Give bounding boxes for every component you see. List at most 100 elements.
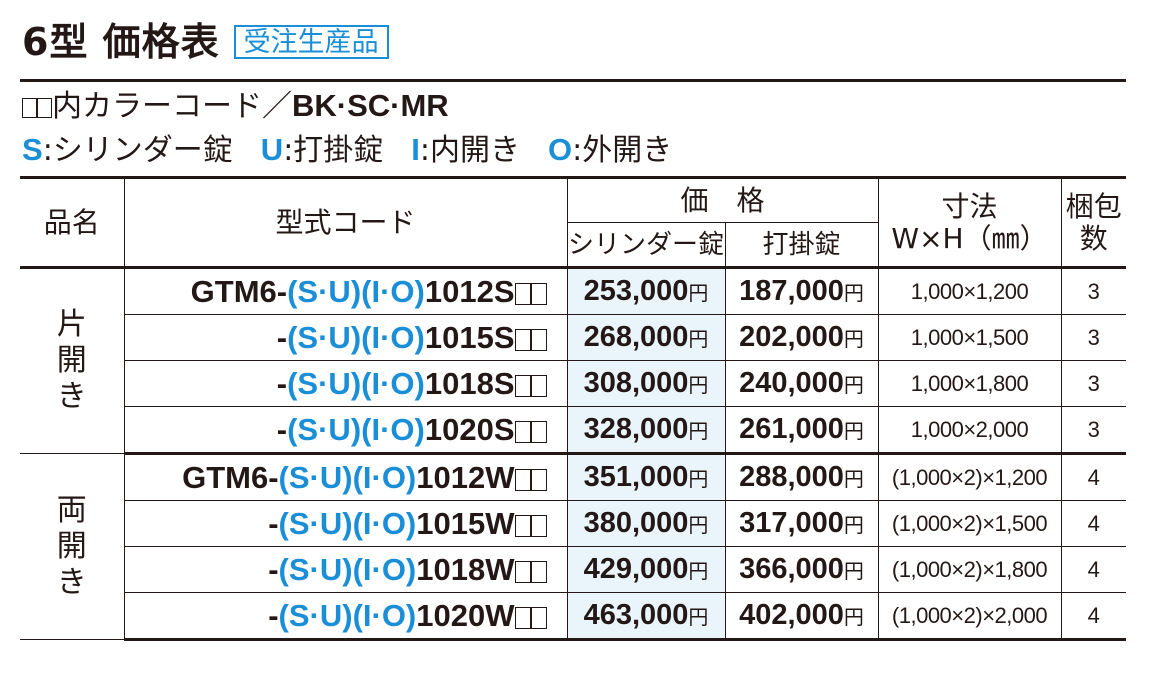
yen-unit: 円 [843,419,864,443]
yen-unit: 円 [843,605,864,629]
price-cylinder: 268,000 [583,321,689,353]
price-latch: 366,000 [739,553,844,585]
open-mode-code: (S·U) [278,505,353,541]
pack-count-cell: 3 [1060,406,1127,455]
header-name: 品名 [20,176,124,269]
placeholder-box-icon [530,606,547,629]
model-prefix: - [276,319,288,355]
placeholder-box-icon [530,420,547,443]
yen-unit: 円 [688,373,709,397]
price-cylinder: 463,000 [583,599,689,631]
price-cylinder: 308,000 [583,367,689,399]
size-code: 1012S [424,273,515,309]
placeholder-box-icon [514,468,531,491]
open-mode-code: (S·U) [278,551,353,587]
price-cylinder: 253,000 [583,275,689,307]
header-pack-top: 梱包 [1065,189,1122,223]
legend-key: U [260,132,284,167]
header-size: 寸法 W×H（㎜） [877,176,1062,269]
price-latch: 288,000 [739,461,844,493]
legend-label: :シリンダー錠 [42,133,233,168]
model-prefix: - [276,411,288,447]
table-row: -(S·U)(I·O)1020S 328,000円 261,000円 1,000×2,… [20,406,1127,455]
yen-unit: 円 [688,467,709,491]
price-cylinder-cell: 328,000円 [566,406,725,455]
dimensions-cell: (1,000×2)×2,000 [877,592,1062,641]
size-code: 1018W [416,551,515,587]
placeholder-box-icon [530,468,547,491]
pack-count-cell: 4 [1060,592,1127,641]
yen-unit: 円 [688,513,709,537]
title-text: 6型 価格表 [22,20,220,64]
table-row: -(S·U)(I·O)1018S 308,000円 240,000円 1,000×1,… [20,360,1127,407]
swing-code: (I·O) [352,597,417,633]
price-latch-cell: 402,000円 [724,592,879,641]
model-code-cell: GTM6-(S·U)(I·O)1012W [123,453,567,501]
price-cylinder-cell: 463,000円 [566,592,725,641]
price-latch-cell: 261,000円 [724,406,879,455]
yen-unit: 円 [688,419,709,443]
price-cylinder-cell: 429,000円 [566,546,725,593]
price-table: 品名 型式コード 価 格 寸法 W×H（㎜） 梱包 数 シリンダー錠 打掛錠 片… [20,176,1127,641]
yen-unit: 円 [843,513,864,537]
model-prefix: GTM6- [190,273,288,309]
placeholder-box-icon [530,514,547,537]
placeholder-box-icon [514,328,531,351]
price-cylinder: 380,000 [583,507,689,539]
yen-unit: 円 [688,281,709,305]
model-code-cell: -(S·U)(I·O)1018S [123,360,567,407]
group-name: 片開き [56,307,87,414]
price-cylinder-cell: 351,000円 [566,453,725,501]
swing-code: (I·O) [352,505,417,541]
swing-code: (I·O) [361,365,425,401]
dimensions-cell: (1,000×2)×1,800 [877,546,1062,593]
open-mode-code: (S·U) [287,273,362,309]
placeholder-box-icon [514,374,531,397]
table-body: 片開き GTM6-(S·U)(I·O)1012S 253,000円 187,000円 1… [20,267,1127,641]
title-divider [20,79,1126,82]
dimensions-cell: 1,000×1,500 [877,314,1062,361]
placeholder-box-icon [530,374,547,397]
size-code: 1012W [416,459,515,495]
legend-label: :外開き [572,133,673,168]
placeholder-box-icon [514,560,531,583]
price-cylinder-cell: 253,000円 [566,267,725,315]
price-latch: 261,000 [739,413,844,445]
group-name: 両開き [56,492,87,600]
legend-label: :打掛錠 [283,133,384,168]
pack-count-cell: 4 [1060,453,1127,501]
price-cylinder-cell: 308,000円 [566,360,725,407]
pack-count-cell: 3 [1060,267,1127,315]
yen-unit: 円 [843,281,864,305]
yen-unit: 円 [843,559,864,583]
placeholder-box-icon [514,606,531,629]
header-price: 価 格 [566,176,879,223]
price-cylinder: 328,000 [583,413,689,445]
table-row: 両開き GTM6-(S·U)(I·O)1012W 351,000円 288,000円(… [20,453,1127,640]
pack-count-cell: 3 [1060,360,1127,407]
size-code: 1015W [416,505,515,541]
legend-label: :内開き [419,133,521,168]
color-codes: BK·SC·MR [292,88,449,123]
price-latch-cell: 366,000円 [724,546,879,593]
price-latch-cell: 202,000円 [724,314,879,361]
placeholder-box-icon [514,514,531,537]
color-code-line: 内カラーコード／BK·SC·MR [22,86,449,127]
pack-count-cell: 4 [1060,546,1127,593]
table-row: 片開き GTM6-(S·U)(I·O)1012S 253,000円 187,000円 1… [20,267,1127,454]
open-mode-code: (S·U) [287,411,362,447]
model-code-cell: -(S·U)(I·O)1020W [123,592,567,641]
yen-unit: 円 [843,373,864,397]
legend-key: S [22,132,43,167]
size-code: 1015S [424,319,515,355]
open-mode-code: (S·U) [287,365,362,401]
price-latch: 187,000 [739,275,844,307]
placeholder-box-icon [514,282,531,305]
price-latch: 240,000 [739,367,844,399]
yen-unit: 円 [688,327,709,351]
model-code-cell: -(S·U)(I·O)1015S [123,314,567,361]
price-cylinder: 351,000 [583,461,689,493]
header-price-cylinder: シリンダー錠 [566,222,725,269]
header-pack-bottom: 数 [1079,221,1108,255]
group-name-cell: 片開き [20,267,124,454]
